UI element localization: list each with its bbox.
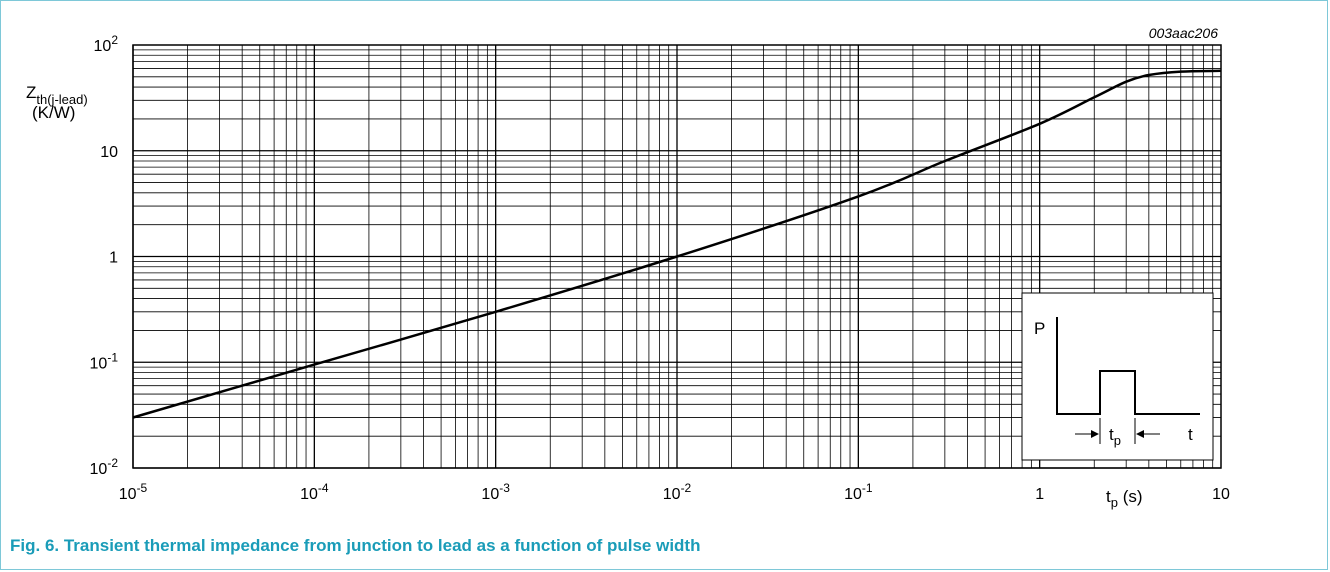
inset-p-label: P <box>1034 319 1045 338</box>
figure-caption: Fig. 6. Transient thermal impedance from… <box>10 536 701 555</box>
tick-labels: 10-5 10-4 10-3 10-2 10-1 1 10 10-2 10-1 1 10 102 <box>90 33 1230 503</box>
x-axis-label-sub: p <box>1111 495 1118 510</box>
pulse-inset: P tp t <box>1021 292 1214 461</box>
x-axis-label-main: t <box>1106 487 1111 506</box>
y-axis-unit: (K/W) <box>32 103 75 122</box>
impedance-curve <box>132 69 1222 419</box>
y-tick-label: 1 <box>109 250 118 267</box>
x-tick-label: 10-4 <box>300 481 329 503</box>
inset-arrow-left-head <box>1091 430 1099 438</box>
y-tick-label: 10-1 <box>90 350 119 372</box>
x-tick-label: 10-1 <box>844 481 873 503</box>
y-tick-label: 102 <box>94 33 119 55</box>
chart-code: 003aac206 <box>1149 25 1219 41</box>
plot-border <box>132 44 1222 469</box>
y-tick-label: 10-2 <box>90 456 119 478</box>
inset-t-label: t <box>1188 425 1193 444</box>
y-axis-label: Zth(j-lead) <box>26 83 88 107</box>
inset-box <box>1021 292 1214 461</box>
y-tick-label: 10 <box>100 144 118 161</box>
x-tick-label: 10-5 <box>119 481 148 503</box>
inset-tp-label: tp <box>1109 425 1121 448</box>
inset-tp-sub: p <box>1114 433 1121 448</box>
x-tick-label: 10-2 <box>663 481 692 503</box>
x-axis-label-unit: (s) <box>1118 487 1143 506</box>
x-tick-label: 10 <box>1212 486 1230 503</box>
x-axis-label: tp (s) <box>1106 487 1143 510</box>
inset-arrow-right-head <box>1136 430 1144 438</box>
x-tick-label: 10-3 <box>481 481 510 503</box>
inset-tp-main: t <box>1109 425 1114 444</box>
y-axis-label-main: Z <box>26 83 36 102</box>
inset-pulse <box>1056 317 1200 415</box>
y-axis-label-sub: th(j-lead) <box>36 92 87 107</box>
x-tick-label: 1 <box>1035 486 1044 503</box>
